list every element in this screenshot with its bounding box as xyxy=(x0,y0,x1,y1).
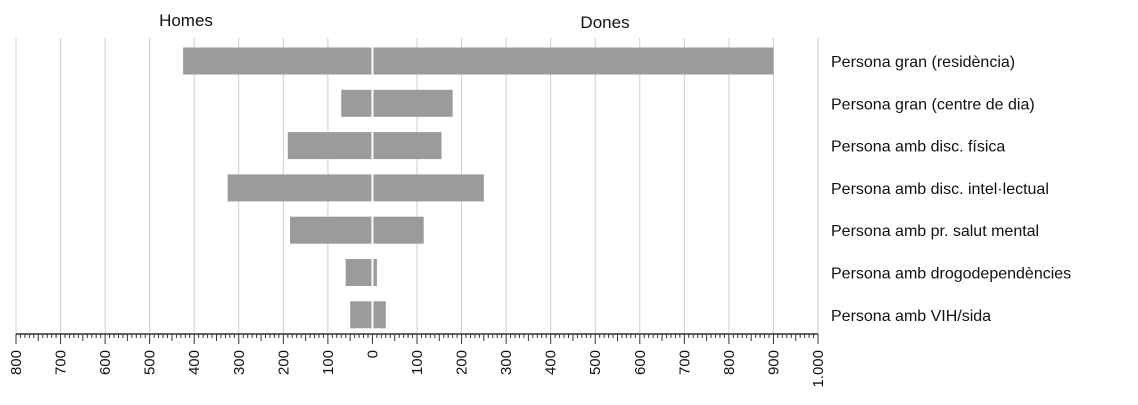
bar-homes xyxy=(341,89,373,117)
tick-label: 300 xyxy=(498,350,515,375)
bars xyxy=(183,36,774,334)
category-label: Persona amb VIH/sida xyxy=(831,308,991,325)
bar-dones xyxy=(372,47,774,75)
bar-homes xyxy=(227,174,373,202)
bar-homes xyxy=(345,259,373,286)
tick-label: 800 xyxy=(721,350,738,375)
bar-dones xyxy=(372,89,453,117)
bar-dones xyxy=(372,132,442,160)
category-label: Persona amb drogodependències xyxy=(831,266,1071,283)
x-axis: 800 700 600 500 400 300 200 100 0 100 200 300 400 500… xyxy=(8,333,827,388)
tick-label: 100 xyxy=(409,350,426,375)
bar-homes xyxy=(350,301,373,329)
bar-homes xyxy=(287,132,373,160)
tick-label: 600 xyxy=(97,350,114,375)
tick-label: 400 xyxy=(186,350,203,375)
grid-lines xyxy=(15,38,819,334)
tick-label: 400 xyxy=(543,350,560,375)
tick-label: 200 xyxy=(454,350,471,375)
tick-label: 700 xyxy=(53,350,70,375)
tick-label: 200 xyxy=(275,350,292,375)
tick-label: 500 xyxy=(587,350,604,375)
category-labels: Persona gran (residència) Persona gran (c… xyxy=(831,54,1071,325)
tick-label: 500 xyxy=(142,350,159,375)
category-label: Persona gran (residència) xyxy=(831,54,1015,71)
tick-label: 100 xyxy=(320,350,337,375)
bar-dones xyxy=(372,301,386,329)
bar-dones xyxy=(372,216,424,244)
category-label: Persona gran (centre de dia) xyxy=(831,96,1035,113)
bar-dones xyxy=(372,259,377,286)
category-label: Persona amb pr. salut mental xyxy=(831,223,1039,240)
tick-label: 300 xyxy=(231,350,248,375)
tick-label: 900 xyxy=(765,350,782,375)
tick-label: 1.000 xyxy=(810,350,827,388)
tick-label: 0 xyxy=(364,350,381,358)
bar-homes xyxy=(183,47,373,75)
bar-homes xyxy=(290,216,373,244)
homes-label: Homes xyxy=(159,11,213,30)
tick-label: 800 xyxy=(8,350,25,375)
category-label: Persona amb disc. física xyxy=(831,139,1005,156)
bar-dones xyxy=(372,174,484,202)
dones-label: Dones xyxy=(580,13,629,32)
category-label: Persona amb disc. intel·lectual xyxy=(831,181,1049,198)
tick-label: 600 xyxy=(632,350,649,375)
tick-label: 700 xyxy=(676,350,693,375)
